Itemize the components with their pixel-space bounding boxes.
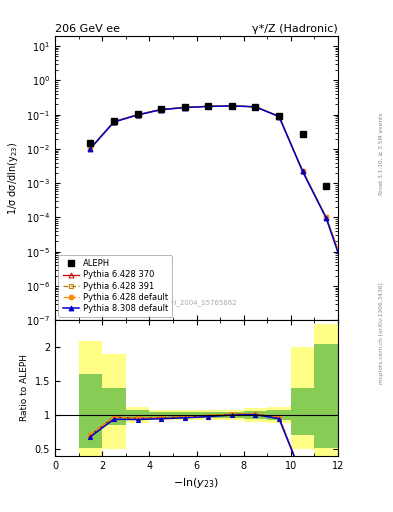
Pythia 6.428 391 xyxy=(324,215,329,221)
Pythia 6.428 370 xyxy=(182,104,187,111)
ALEPH xyxy=(88,140,93,146)
Bar xyxy=(220,412,244,418)
Line: Pythia 6.428 default: Pythia 6.428 default xyxy=(88,103,352,285)
Bar xyxy=(79,374,102,447)
Bar xyxy=(291,388,314,435)
Pythia 6.428 391 xyxy=(347,279,352,285)
Legend: ALEPH, Pythia 6.428 370, Pythia 6.428 391, Pythia 6.428 default, Pythia 8.308 de: ALEPH, Pythia 6.428 370, Pythia 6.428 39… xyxy=(58,255,172,317)
Bar xyxy=(102,388,126,425)
Pythia 6.428 391 xyxy=(206,103,211,110)
Pythia 6.428 default xyxy=(182,104,187,111)
Pythia 6.428 370 xyxy=(88,145,93,151)
Pythia 6.428 391 xyxy=(277,113,281,119)
Pythia 6.428 370 xyxy=(206,103,211,110)
ALEPH xyxy=(159,106,163,112)
Bar xyxy=(126,407,149,423)
Pythia 6.428 370 xyxy=(230,103,234,109)
Pythia 8.308 default xyxy=(182,104,187,111)
Bar xyxy=(314,344,338,447)
Bar xyxy=(173,410,196,420)
Text: ALEPH_2004_S5765862: ALEPH_2004_S5765862 xyxy=(155,300,238,306)
Pythia 6.428 391 xyxy=(88,145,93,151)
Y-axis label: Ratio to ALEPH: Ratio to ALEPH xyxy=(20,354,29,421)
Bar xyxy=(267,407,291,423)
Pythia 6.428 391 xyxy=(112,118,116,124)
Pythia 8.308 default xyxy=(230,103,234,109)
Pythia 8.308 default xyxy=(135,112,140,118)
ALEPH xyxy=(206,103,211,109)
Bar xyxy=(291,347,314,449)
X-axis label: $-\ln(y_{23})$: $-\ln(y_{23})$ xyxy=(173,476,220,490)
Pythia 8.308 default xyxy=(324,215,329,221)
Pythia 8.308 default xyxy=(347,284,352,290)
Pythia 8.308 default xyxy=(253,104,258,110)
Bar xyxy=(244,408,267,422)
ALEPH xyxy=(324,183,329,189)
Pythia 6.428 default xyxy=(206,103,211,110)
ALEPH xyxy=(135,111,140,117)
Pythia 8.308 default xyxy=(112,119,116,125)
Pythia 8.308 default xyxy=(300,168,305,175)
ALEPH xyxy=(347,182,352,188)
Pythia 6.428 391 xyxy=(135,112,140,118)
Pythia 6.428 default xyxy=(230,103,234,109)
Pythia 6.428 default xyxy=(112,118,116,124)
Pythia 6.428 default xyxy=(253,104,258,110)
Y-axis label: 1/σ dσ/dln(y$_{23}$): 1/σ dσ/dln(y$_{23}$) xyxy=(6,141,20,215)
Pythia 6.428 default xyxy=(88,145,93,151)
Pythia 6.428 default xyxy=(159,106,163,113)
Pythia 6.428 default xyxy=(324,215,329,221)
Line: Pythia 8.308 default: Pythia 8.308 default xyxy=(88,103,352,289)
ALEPH xyxy=(277,113,281,119)
Bar xyxy=(220,410,244,420)
Text: mcplots.cern.ch [arXiv:1306.3436]: mcplots.cern.ch [arXiv:1306.3436] xyxy=(379,282,384,383)
Pythia 6.428 default xyxy=(300,168,305,174)
Pythia 6.428 370 xyxy=(135,112,140,118)
ALEPH xyxy=(300,131,305,137)
Bar xyxy=(102,354,126,449)
Pythia 6.428 391 xyxy=(182,104,187,111)
Line: Pythia 6.428 391: Pythia 6.428 391 xyxy=(88,103,352,285)
Bar xyxy=(314,324,338,457)
Bar xyxy=(149,412,173,418)
Bar xyxy=(126,410,149,420)
Text: γ*/Z (Hadronic): γ*/Z (Hadronic) xyxy=(252,24,338,34)
Pythia 8.308 default xyxy=(277,114,281,120)
Pythia 8.308 default xyxy=(159,106,163,113)
Bar xyxy=(79,340,102,462)
Pythia 6.428 391 xyxy=(300,168,305,174)
Line: Pythia 6.428 370: Pythia 6.428 370 xyxy=(88,103,352,285)
Pythia 6.428 370 xyxy=(253,104,258,110)
Bar xyxy=(267,410,291,420)
Bar xyxy=(173,412,196,418)
Pythia 6.428 370 xyxy=(324,215,329,221)
Pythia 6.428 391 xyxy=(253,104,258,110)
Bar xyxy=(196,410,220,420)
Pythia 6.428 370 xyxy=(277,113,281,119)
Pythia 6.428 default xyxy=(347,279,352,285)
Pythia 6.428 default xyxy=(277,113,281,119)
ALEPH xyxy=(230,103,234,109)
ALEPH xyxy=(112,118,116,124)
Bar xyxy=(149,410,173,420)
ALEPH xyxy=(182,104,187,110)
Bar xyxy=(244,411,267,419)
Pythia 6.428 370 xyxy=(300,168,305,174)
Pythia 6.428 391 xyxy=(159,106,163,113)
Pythia 6.428 370 xyxy=(159,106,163,113)
Line: ALEPH: ALEPH xyxy=(88,103,353,188)
Pythia 6.428 370 xyxy=(112,118,116,124)
Pythia 6.428 default xyxy=(135,112,140,118)
Text: 206 GeV ee: 206 GeV ee xyxy=(55,24,120,34)
Pythia 8.308 default xyxy=(206,103,211,110)
Bar xyxy=(196,412,220,418)
Pythia 8.308 default xyxy=(88,145,93,152)
Text: Rivet 3.1.10, ≥ 3.5M events: Rivet 3.1.10, ≥ 3.5M events xyxy=(379,112,384,195)
Pythia 6.428 391 xyxy=(230,103,234,109)
Pythia 6.428 370 xyxy=(347,279,352,285)
ALEPH xyxy=(253,104,258,110)
